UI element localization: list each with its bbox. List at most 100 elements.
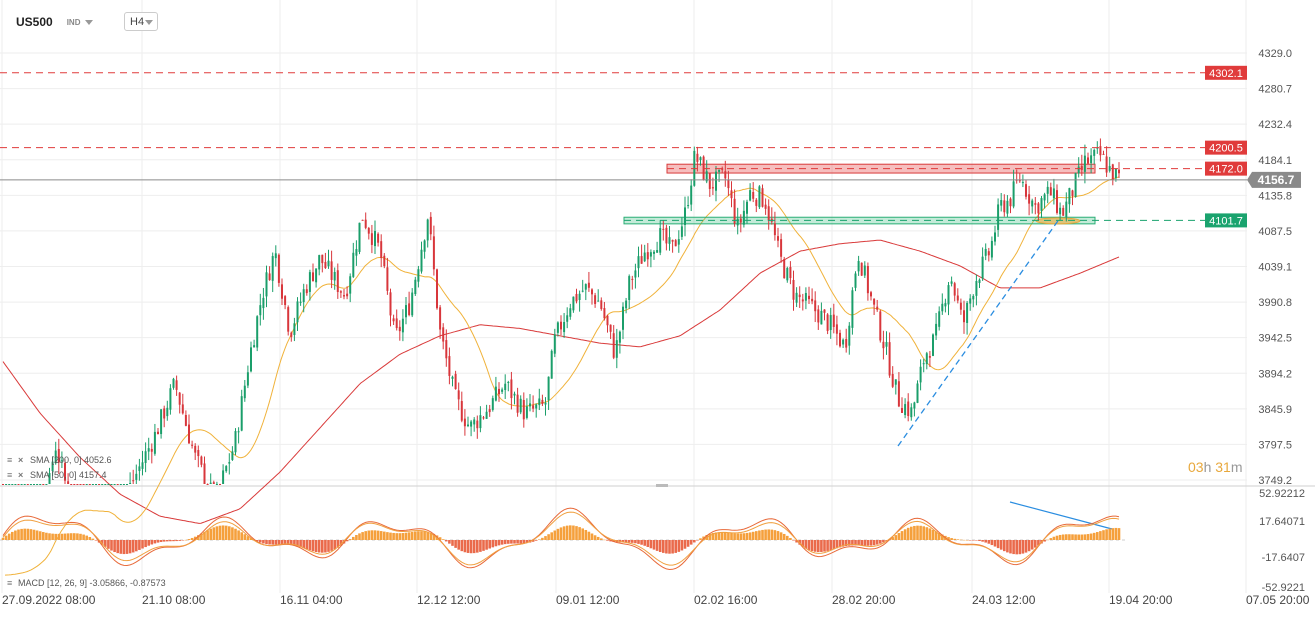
candle-body xyxy=(163,408,166,419)
candle-body xyxy=(141,462,144,469)
macd-bar xyxy=(634,540,637,544)
candle-body xyxy=(708,173,711,189)
macd-bar xyxy=(268,540,271,545)
macd-bar xyxy=(107,540,110,549)
sma200-label: SMA [200, 0] 4052.6 xyxy=(30,455,112,465)
candle-body xyxy=(175,380,178,390)
candle-body xyxy=(935,323,938,336)
macd-bar xyxy=(559,527,563,540)
current-price-tag xyxy=(1247,171,1301,188)
candle-body xyxy=(888,342,891,376)
candle-body xyxy=(157,431,159,435)
level-tag xyxy=(1205,161,1247,176)
close-icon[interactable]: × xyxy=(18,470,24,480)
candle-body xyxy=(445,340,448,359)
macd-bar xyxy=(863,540,867,546)
macd-bar xyxy=(60,533,64,540)
timer-minutes: 31 xyxy=(1215,459,1231,475)
macd-bar xyxy=(336,540,340,548)
candle-body xyxy=(1025,184,1027,197)
close-icon[interactable]: × xyxy=(18,455,24,465)
macd-bar xyxy=(358,533,361,540)
macd-bar xyxy=(882,540,885,543)
macd-bar xyxy=(311,540,315,552)
candle-body xyxy=(631,278,634,280)
candle-body xyxy=(79,484,82,485)
chevron-down-icon[interactable] xyxy=(85,19,94,25)
level-tag-label: 4200.5 xyxy=(1209,143,1243,155)
candle-body xyxy=(513,393,516,396)
macd-bar xyxy=(172,540,175,542)
macd-bar xyxy=(35,530,39,540)
candle-body xyxy=(618,331,621,343)
macd-bar xyxy=(156,540,160,543)
macd-bar xyxy=(51,533,54,540)
candle-body xyxy=(1071,190,1074,196)
candle-body xyxy=(5,484,8,485)
macd-bar xyxy=(246,536,250,540)
menu-icon[interactable]: ≡ xyxy=(7,454,13,465)
candle-body xyxy=(646,252,649,260)
candle-body xyxy=(677,239,680,245)
candle-body xyxy=(181,404,184,414)
sma50-label: SMA [50, 0] 4157.4 xyxy=(30,470,107,480)
macd-bar xyxy=(1055,535,1059,540)
indicator-sma50[interactable]: ≡ × SMA [50, 0] 4157.4 xyxy=(7,470,107,480)
macd-bar xyxy=(649,540,653,549)
candle-body xyxy=(451,376,454,379)
candle-body xyxy=(659,228,662,253)
candle-body xyxy=(516,394,519,413)
macd-bar xyxy=(116,540,119,554)
candle-body xyxy=(718,169,721,172)
candle-body xyxy=(1059,207,1062,215)
macd-bar xyxy=(345,540,349,542)
candle-body xyxy=(1046,186,1049,194)
menu-icon[interactable]: ≡ xyxy=(7,578,13,588)
menu-icon[interactable]: ≡ xyxy=(7,469,13,480)
macd-bar xyxy=(1018,540,1022,555)
candle-body xyxy=(566,315,569,322)
macd-bar xyxy=(686,540,690,547)
candle-body xyxy=(463,418,466,427)
level-tag xyxy=(1205,65,1247,80)
candle-body xyxy=(296,301,299,323)
candle-body xyxy=(200,456,203,465)
macd-bar xyxy=(1086,534,1090,540)
macd-bar xyxy=(66,533,70,540)
macd-bar xyxy=(696,540,699,541)
candle-body xyxy=(498,388,500,395)
macd-bar xyxy=(851,540,854,546)
macd-bar xyxy=(758,530,761,540)
symbol-header[interactable]: US500 IND xyxy=(16,12,94,32)
chevron-down-icon[interactable] xyxy=(145,20,153,25)
candle-body xyxy=(491,398,494,410)
candle-body xyxy=(383,255,386,267)
macd-bar xyxy=(1061,534,1065,540)
candle-body xyxy=(504,383,507,391)
candle-body xyxy=(832,314,835,327)
macd-bar xyxy=(79,533,82,540)
candle-body xyxy=(281,284,283,299)
candle-body xyxy=(17,484,20,485)
candle-body xyxy=(873,298,876,305)
candle-body xyxy=(733,198,736,224)
symbol-name[interactable]: US500 xyxy=(16,15,53,29)
candle-body xyxy=(290,332,293,337)
macd-bar xyxy=(569,525,572,540)
sma50-line xyxy=(4,176,1120,576)
macd-bar xyxy=(262,540,265,544)
macd-tick-label: -52.9221 xyxy=(1262,582,1305,594)
indicator-macd[interactable]: ≡ MACD [12, 26, 9] -3.05866, -0.87573 xyxy=(7,578,166,588)
indicator-sma200[interactable]: ≡ × SMA [200, 0] 4052.6 xyxy=(7,455,112,465)
timeframe-select[interactable]: H4 xyxy=(124,12,158,31)
candle-body xyxy=(398,326,401,332)
macd-bar xyxy=(420,531,423,540)
candle-body xyxy=(442,327,445,342)
candle-body xyxy=(1012,181,1015,207)
candle-body xyxy=(594,295,597,304)
macd-bar xyxy=(531,540,535,542)
candle-body xyxy=(339,291,342,293)
candle-body xyxy=(194,445,197,453)
macd-bar xyxy=(45,532,48,540)
